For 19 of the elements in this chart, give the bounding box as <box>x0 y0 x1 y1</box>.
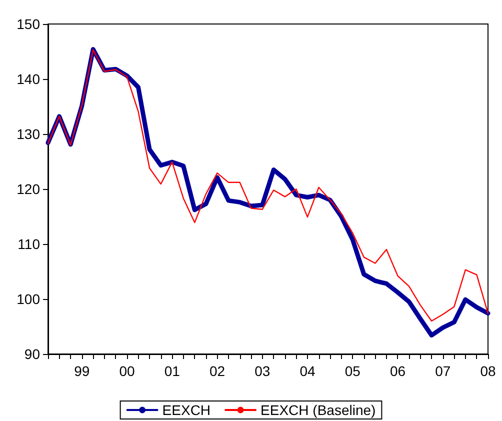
x-tick-label: 05 <box>344 363 361 379</box>
x-tick-label: 01 <box>164 363 180 379</box>
x-tick-label: 02 <box>209 363 226 379</box>
y-tick-label: 110 <box>18 236 40 252</box>
x-tick-label: 07 <box>435 363 451 379</box>
x-tick-label: 03 <box>254 363 270 379</box>
y-tick-label: 140 <box>16 71 40 87</box>
x-tick-label: 04 <box>300 363 316 379</box>
legend-label: EEXCH (Baseline) <box>260 402 376 418</box>
y-tick-label: 130 <box>16 126 40 142</box>
x-tick-label: 08 <box>480 363 496 379</box>
x-tick-label: 00 <box>119 363 135 379</box>
y-tick-label: 120 <box>16 181 40 197</box>
y-tick-label: 100 <box>16 291 40 307</box>
y-tick-label: 90 <box>24 346 40 362</box>
x-tick-label: 99 <box>74 363 90 379</box>
y-tick-label: 150 <box>16 16 40 32</box>
x-tick-label: 06 <box>390 363 406 379</box>
legend-label: EEXCH <box>162 402 211 418</box>
